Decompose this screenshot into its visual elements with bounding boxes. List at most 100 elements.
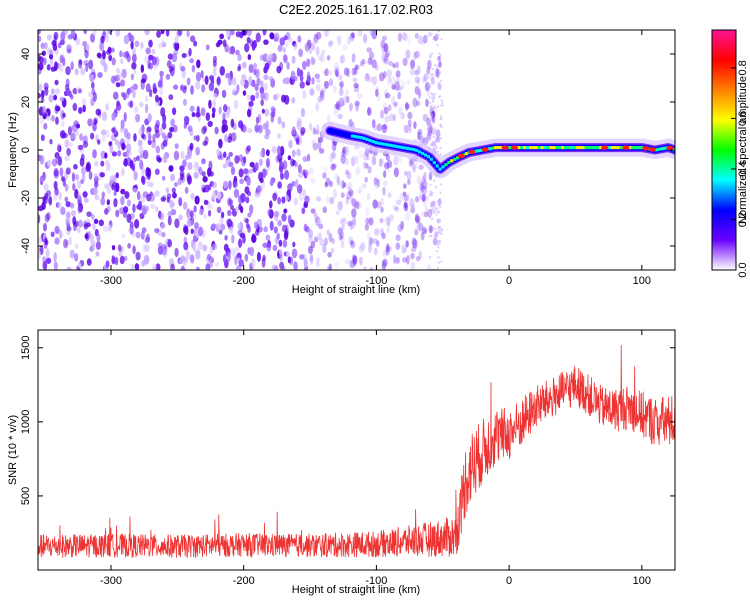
noise-speckle (51, 40, 57, 47)
noise-speckle (186, 172, 191, 183)
noise-speckle (402, 246, 408, 253)
noise-speckle (304, 195, 310, 204)
noise-speckle (81, 172, 86, 183)
noise-speckle (78, 88, 82, 94)
noise-speckle (121, 142, 126, 151)
noise-speckle (410, 156, 415, 166)
noise-speckle (381, 259, 388, 267)
noise-speckle (79, 157, 85, 167)
noise-speckle (394, 81, 400, 91)
noise-speckle (224, 134, 228, 143)
noise-speckle (349, 195, 355, 203)
noise-speckle (328, 232, 333, 243)
noise-speckle (223, 180, 229, 189)
noise-speckle (277, 116, 282, 125)
noise-speckle (410, 204, 416, 214)
noise-speckle (170, 118, 175, 127)
noise-speckle (132, 47, 136, 55)
noise-speckle (351, 67, 356, 76)
noise-speckle (183, 84, 187, 91)
noise-speckle (349, 220, 354, 230)
noise-speckle (38, 65, 42, 75)
noise-speckle (255, 32, 261, 43)
noise-speckle (151, 139, 156, 149)
noise-speckle (351, 254, 357, 260)
noise-speckle (362, 266, 367, 270)
noise-speckle (341, 100, 346, 107)
noise-speckle (172, 42, 177, 50)
noise-speckle (386, 69, 392, 78)
signal-core (596, 146, 600, 150)
noise-speckle (123, 206, 129, 214)
noise-speckle (432, 106, 435, 109)
noise-speckle (439, 124, 442, 127)
noise-speckle (341, 53, 346, 62)
noise-speckle (170, 263, 175, 270)
noise-speckle (244, 253, 249, 262)
noise-speckle (159, 70, 164, 77)
signal-peak (622, 145, 630, 150)
signal-core (415, 148, 419, 152)
noise-speckle (66, 229, 71, 236)
noise-speckle (276, 145, 282, 156)
noise-speckle (367, 165, 372, 174)
noise-speckle (375, 89, 379, 97)
noise-speckle (297, 164, 302, 174)
noise-speckle (198, 208, 204, 216)
noise-speckle (435, 33, 439, 37)
noise-speckle (428, 224, 433, 234)
noise-speckle (113, 191, 117, 197)
signal-peak (510, 145, 518, 150)
noise-speckle (95, 241, 101, 250)
noise-speckle (93, 186, 98, 196)
noise-speckle (436, 105, 440, 108)
noise-speckle (326, 55, 331, 61)
signal-core (438, 167, 442, 171)
noise-speckle (64, 155, 70, 162)
signal-core (368, 138, 372, 143)
noise-speckle (425, 98, 429, 108)
noise-speckle (304, 169, 309, 177)
noise-speckle (376, 92, 381, 102)
noise-speckle (98, 219, 105, 227)
noise-speckle (182, 226, 187, 234)
noise-speckle (372, 199, 378, 209)
noise-speckle (338, 80, 345, 87)
noise-speckle (371, 119, 376, 128)
noise-speckle (315, 83, 321, 92)
spectrogram-x-tick-label: -100 (365, 275, 387, 287)
noise-speckle (433, 96, 436, 99)
noise-speckle (331, 150, 337, 160)
signal-core (476, 149, 480, 153)
noise-speckle (432, 135, 435, 139)
noise-speckle (351, 198, 358, 208)
noise-speckle (408, 124, 412, 134)
noise-speckle (51, 114, 55, 122)
noise-speckle (72, 102, 78, 112)
noise-speckle (194, 222, 200, 230)
noise-speckle (38, 83, 43, 92)
noise-speckle (302, 156, 308, 162)
noise-speckle (340, 154, 347, 165)
noise-speckle (393, 167, 399, 178)
noise-speckle (416, 175, 421, 185)
noise-speckle (319, 238, 325, 246)
noise-speckle (259, 86, 265, 95)
noise-speckle (94, 173, 98, 179)
noise-speckle (159, 212, 165, 221)
noise-speckle (345, 169, 350, 176)
noise-speckle (288, 139, 293, 149)
noise-speckle (140, 78, 147, 84)
noise-speckle (238, 168, 244, 178)
noise-speckle (250, 94, 256, 102)
noise-speckle (346, 36, 351, 45)
noise-speckle (148, 39, 153, 48)
spectrogram-y-tick-label: -40 (20, 238, 32, 254)
noise-speckle (435, 238, 438, 242)
noise-speckle (436, 250, 439, 253)
spectrogram-x-tick-label: 0 (506, 275, 512, 287)
noise-speckle (440, 99, 444, 102)
noise-speckle (344, 258, 351, 265)
noise-speckle (69, 249, 75, 259)
noise-speckle (115, 82, 121, 88)
